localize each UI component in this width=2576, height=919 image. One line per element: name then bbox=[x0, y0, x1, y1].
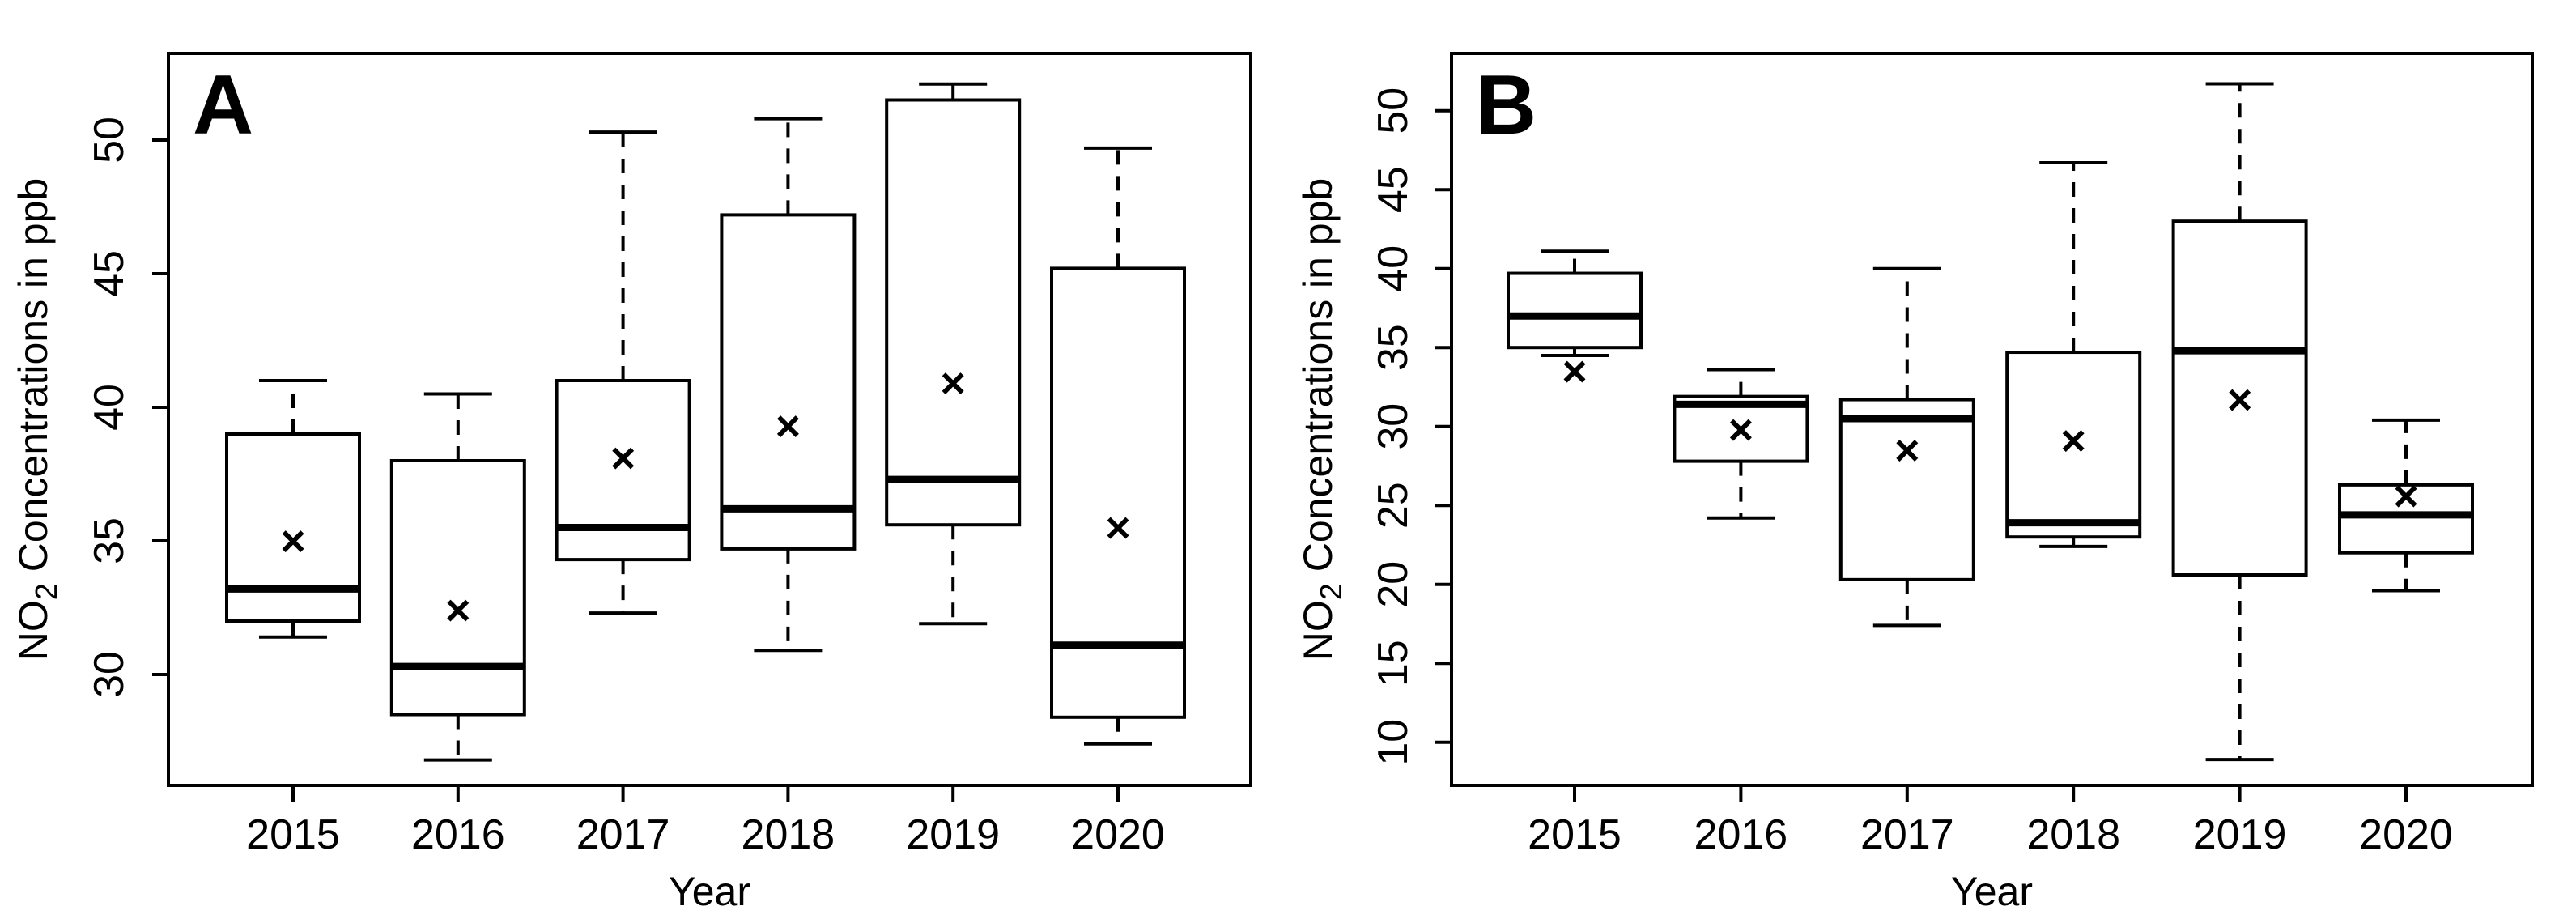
x-tick-label: 2015 bbox=[246, 811, 340, 858]
x-axis-title: Year bbox=[1951, 869, 2033, 914]
mean-marker: × bbox=[1562, 347, 1588, 396]
box-2018: × bbox=[720, 117, 857, 653]
x-tick-label: 2017 bbox=[576, 811, 670, 858]
mean-marker: × bbox=[940, 360, 966, 408]
y-axis-title: NO2 Concentrations in ppb bbox=[1295, 178, 1349, 661]
box-2015: × bbox=[1507, 249, 1643, 396]
mean-marker: × bbox=[610, 434, 636, 483]
box-2016: × bbox=[1673, 368, 1809, 520]
iqr-box bbox=[1507, 271, 1643, 350]
panel-letter: B bbox=[1476, 58, 1537, 152]
y-tick-label: 45 bbox=[1370, 166, 1417, 213]
iqr-box bbox=[389, 459, 526, 717]
x-axis-title: Year bbox=[669, 869, 750, 914]
mean-marker: × bbox=[1894, 426, 1920, 474]
y-tick-label: 40 bbox=[1370, 245, 1417, 292]
x-tick-label: 2019 bbox=[2193, 811, 2287, 858]
y-tick-label: 20 bbox=[1370, 561, 1417, 608]
y-tick-label: 10 bbox=[1370, 719, 1417, 766]
iqr-box bbox=[2005, 351, 2142, 539]
mean-marker: × bbox=[445, 586, 471, 635]
box-2020: × bbox=[1050, 146, 1186, 746]
x-tick-label: 2018 bbox=[742, 811, 835, 858]
iqr-box bbox=[2338, 483, 2474, 555]
mean-marker: × bbox=[1105, 504, 1131, 552]
box-2019: × bbox=[2171, 82, 2308, 762]
y-tick-label: 30 bbox=[1370, 403, 1417, 450]
y-tick-label: 30 bbox=[86, 651, 133, 698]
mean-marker: × bbox=[2393, 472, 2419, 521]
box-2020: × bbox=[2338, 418, 2474, 593]
box-2018: × bbox=[2005, 161, 2142, 548]
x-tick-label: 2017 bbox=[1860, 811, 1954, 858]
y-tick-label: 25 bbox=[1370, 482, 1417, 529]
y-tick-label: 40 bbox=[86, 384, 133, 431]
box-2016: × bbox=[389, 392, 526, 762]
iqr-box bbox=[885, 98, 1022, 527]
x-tick-label: 2016 bbox=[411, 811, 505, 858]
x-tick-label: 2019 bbox=[906, 811, 1000, 858]
x-tick-label: 2016 bbox=[1694, 811, 1788, 858]
mean-marker: × bbox=[2060, 417, 2086, 466]
panel-b: 10 15 20 25 30 35 40 45 50 2015 2016 2017 2018 2019 20… bbox=[1295, 52, 2534, 914]
x-tick-label: 2015 bbox=[1528, 811, 1622, 858]
plot-border bbox=[1450, 52, 2534, 787]
iqr-box bbox=[1838, 398, 1975, 581]
box-2017: × bbox=[555, 130, 691, 615]
plot-border bbox=[167, 52, 1252, 787]
x-tick-label: 2020 bbox=[1071, 811, 1165, 858]
y-tick-label: 35 bbox=[86, 517, 133, 564]
y-tick-label: 15 bbox=[1370, 640, 1417, 687]
mean-marker: × bbox=[280, 517, 306, 565]
box-2015: × bbox=[225, 379, 361, 639]
mean-marker: × bbox=[2227, 376, 2253, 424]
y-axis-title: NO2 Concentrations in ppb bbox=[11, 178, 64, 661]
mean-marker: × bbox=[776, 402, 801, 450]
y-tick-label: 50 bbox=[86, 117, 133, 164]
x-tick-label: 2018 bbox=[2026, 811, 2120, 858]
box-2019: × bbox=[885, 82, 1022, 626]
x-tick-label: 2020 bbox=[2359, 811, 2453, 858]
y-tick-label: 45 bbox=[86, 250, 133, 297]
mean-marker: × bbox=[1728, 406, 1754, 454]
panel-a: 30 35 40 45 50 2015 2016 2017 2018 2019 2020 Year NO… bbox=[11, 52, 1252, 914]
box-2017: × bbox=[1838, 266, 1975, 628]
y-tick-label: 50 bbox=[1370, 87, 1417, 134]
y-tick-label: 35 bbox=[1370, 324, 1417, 371]
iqr-box bbox=[720, 213, 857, 551]
iqr-box bbox=[2171, 219, 2308, 577]
iqr-box bbox=[1050, 266, 1186, 719]
panel-letter: A bbox=[193, 58, 253, 152]
